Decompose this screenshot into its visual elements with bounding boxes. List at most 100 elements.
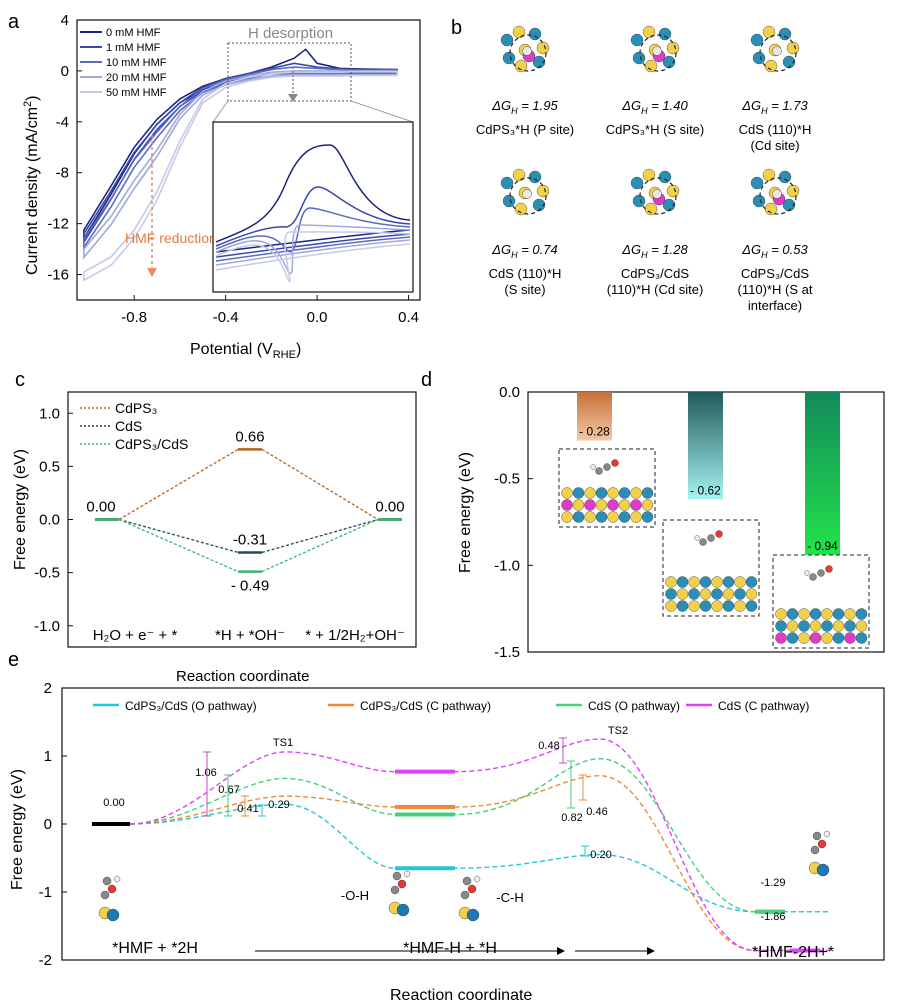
panel-d-ytick-label: -1.5	[494, 644, 520, 661]
molecule-atom	[810, 845, 820, 855]
panel-e-labels: 0.00 TS1 TS2 1.060.67 0.41 0.29 0.48 0.82 0.46 0.…	[98, 725, 834, 961]
inset-upper-0	[215, 144, 411, 243]
panel-e-yticks: 2 1 0 -1 -2	[39, 680, 67, 969]
panel-d-ytick-label: -0.5	[494, 471, 520, 488]
h-atom	[772, 46, 782, 56]
molecule-atom	[825, 565, 833, 573]
slab-atom	[561, 499, 573, 511]
panel-letter-e: e	[8, 649, 19, 671]
molecule-atom	[817, 569, 825, 577]
slab-atom	[607, 511, 619, 523]
panel-c-state-label: * + 1/2H₂+OH⁻	[305, 627, 405, 644]
molecule-atom	[473, 875, 481, 883]
molecule-atom	[460, 890, 470, 900]
structure-atom	[512, 168, 526, 182]
h-atom	[522, 46, 532, 56]
panel-c-ytick-label: 1.0	[39, 405, 60, 422]
panel-a-xtick-label: 0.0	[307, 309, 328, 326]
molecule-atom	[113, 875, 121, 883]
structure-atom	[500, 176, 514, 190]
molecule-atom	[590, 464, 596, 470]
delta-g-label-3: ΔGH = 0.74	[491, 242, 557, 260]
site-circle	[509, 177, 547, 215]
legend-e-label-1: CdPS₃/CdS (C pathway)	[360, 699, 491, 713]
slab-atom	[561, 487, 573, 499]
panel-a-curves	[83, 48, 398, 282]
panel-e-annotation: 0.41	[237, 803, 258, 815]
structure-5	[750, 168, 800, 216]
panel-e-state-label: *HMF + *2H	[112, 940, 198, 957]
structure-1	[630, 25, 680, 73]
panel-a-xtick-label: 0.4	[398, 309, 419, 326]
panel-d-ylabel: Free energy (eV)	[457, 452, 474, 573]
panel-e-ytick-label: 1	[44, 748, 52, 765]
slab-atom	[699, 600, 712, 612]
slab-atom	[630, 499, 642, 511]
structure-atom	[662, 55, 676, 69]
panel-e-annotation: 0.46	[586, 806, 607, 818]
slab-atom	[821, 608, 833, 620]
panel-d-bar-0	[577, 392, 612, 441]
structure-atom	[642, 168, 656, 182]
panel-c-xlabel: Reaction coordinate	[176, 668, 309, 685]
panel-letter-b: b	[451, 17, 462, 39]
molecule-site-atom	[466, 908, 480, 922]
delta-g-label-0: ΔGH = 1.95	[491, 98, 558, 116]
slab-atom	[618, 511, 631, 523]
slab-atom	[821, 632, 833, 644]
slab-atom	[734, 600, 746, 612]
slab-atom	[688, 576, 700, 588]
h-atom	[522, 189, 532, 199]
panel-c-state-label: *H + *OH⁻	[215, 627, 285, 644]
panel-d-bar-label-2: - 0.94	[807, 539, 838, 553]
panel-e-hmf-pathways: 210-1-2 CdPS₃/CdS (O pathway) CdPS₃/CdS (…	[9, 680, 885, 1004]
slab-atom	[786, 620, 799, 632]
structure-atom	[502, 194, 516, 208]
panel-c-connector	[261, 518, 379, 554]
inset-upper-4	[215, 231, 411, 283]
structure-atom	[658, 27, 672, 41]
slab-atom	[844, 608, 856, 620]
slab-atom	[745, 600, 758, 612]
slab-atom	[630, 487, 642, 499]
h-desorption-label: H desorption	[248, 25, 333, 42]
structure-atom	[662, 198, 676, 212]
panel-letter-a: a	[8, 11, 20, 33]
panel-d-ytick-label: 0.0	[499, 384, 520, 401]
panel-c-ylabel: Free energy (eV)	[12, 449, 29, 570]
inset-lower-1	[215, 233, 411, 258]
slab-atom	[722, 576, 735, 588]
panel-a-inset-curves	[215, 144, 411, 283]
panel-c-value-label: 0.00	[86, 499, 115, 516]
legend-e-label-2: CdS (O pathway)	[588, 699, 680, 713]
molecule-atom	[694, 535, 700, 541]
pathway-curve-3	[129, 738, 830, 952]
slab-atom	[775, 632, 787, 644]
panel-a-xlabel: Potential (VRHE)	[190, 341, 301, 361]
site-circle	[639, 34, 677, 72]
legend-a-label-0: 0 mM HMF	[106, 27, 161, 39]
panel-c-state-label: H₂O + e⁻ + *	[93, 627, 178, 644]
structure-atom	[532, 55, 546, 69]
panel-e-annotation: -1.29	[760, 877, 785, 889]
legend-a-label-1: 1 mM HMF	[106, 42, 161, 54]
slab-atom	[595, 499, 608, 511]
pathway-curve-1	[129, 775, 830, 952]
slab-atom	[676, 588, 689, 600]
panel-d-adsorption-energy: 0.0 -0.5 -1.0 -1.5 - 0.28 - 0.62 - 0.94 Free …	[457, 384, 885, 661]
panel-a-ytick-label: -4	[56, 114, 69, 131]
h-atom	[652, 189, 662, 199]
legend-c-label-2: CdPS₃/CdS	[115, 436, 188, 452]
slab-atom	[584, 487, 596, 499]
panel-a-ylabel: Current density (mA/cm2)	[22, 96, 41, 276]
slab-atom	[786, 608, 799, 620]
molecule-site-atom	[106, 908, 120, 922]
structure-atom	[536, 184, 550, 198]
panel-a-ytick-label: -16	[47, 267, 69, 284]
structure-name-5-1: (110)*H (S at	[738, 282, 813, 297]
slab-atom	[607, 499, 619, 511]
progress-arrowhead	[647, 947, 655, 955]
structure-2	[750, 25, 800, 73]
structure-atom	[750, 33, 764, 47]
panel-e-curves	[92, 738, 830, 953]
